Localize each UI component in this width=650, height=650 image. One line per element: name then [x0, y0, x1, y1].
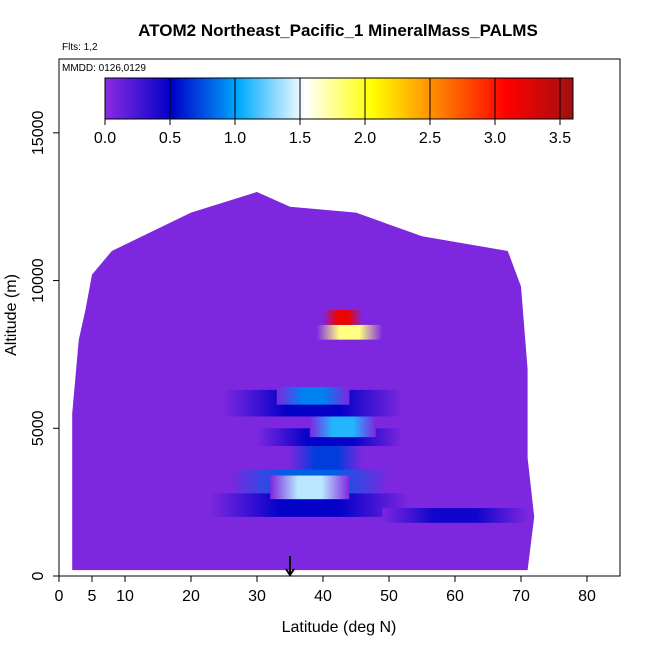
- colorbar-tick-label: 1.5: [289, 130, 311, 147]
- x-tick-label: 80: [578, 588, 596, 605]
- heatmap-background: [59, 191, 535, 571]
- heatmap-cell: [276, 386, 350, 405]
- x-axis-label: Latitude (deg N): [282, 619, 397, 636]
- colorbar-tick-label: 0.0: [94, 130, 116, 147]
- x-tick-label: 60: [446, 588, 464, 605]
- y-tick-label: 5000: [30, 410, 47, 446]
- x-tick-label: 0: [55, 588, 64, 605]
- chart-title: ATOM2 Northeast_Pacific_1 MineralMass_PA…: [138, 21, 538, 40]
- latitude-marker-arrow: [285, 556, 295, 577]
- heatmap-cell: [290, 446, 363, 470]
- y-tick-label: 10000: [30, 258, 47, 303]
- colorbar-tick-label: 0.5: [159, 130, 181, 147]
- colorbar-tick-label: 2.5: [419, 130, 441, 147]
- colorbar-tick-label: 1.0: [224, 130, 246, 147]
- x-tick-label: 50: [380, 588, 398, 605]
- heatmap-cell: [309, 416, 376, 438]
- x-tick-label: 20: [182, 588, 200, 605]
- y-axis: 0 5000 10000 15000: [30, 111, 59, 580]
- date-label: MMDD: 0126,0129: [62, 63, 146, 74]
- colorbar-tick-label: 2.0: [354, 130, 376, 147]
- y-axis-label: Altitude (m): [3, 274, 20, 356]
- colorbar-tick-label: 3.5: [549, 130, 571, 147]
- x-tick-label: 5: [88, 588, 97, 605]
- heatmap-body: [59, 191, 535, 571]
- colorbar-tick-label: 3.0: [484, 130, 506, 147]
- heatmap-cell: [270, 475, 350, 500]
- plot-frame: [58, 58, 621, 577]
- colorbar-gradient: [104, 77, 574, 120]
- heatmap-cell: [210, 493, 409, 517]
- x-axis: 0 5 10 20 30 40 50 60 70 80: [55, 576, 596, 605]
- x-tick-label: 30: [248, 588, 266, 605]
- heatmap-cell: [382, 508, 528, 523]
- y-tick-label: 0: [30, 571, 47, 580]
- heatmap-cell: [316, 324, 383, 340]
- y-tick-label: 15000: [30, 111, 47, 156]
- x-tick-label: 40: [314, 588, 332, 605]
- colorbar: 0.0 0.5 1.0 1.5 2.0 2.5 3.0 3.5: [94, 77, 574, 147]
- flights-label: Flts: 1,2: [62, 42, 98, 53]
- x-tick-label: 70: [512, 588, 530, 605]
- heatmap-cell: [323, 310, 363, 325]
- x-tick-label: 10: [116, 588, 134, 605]
